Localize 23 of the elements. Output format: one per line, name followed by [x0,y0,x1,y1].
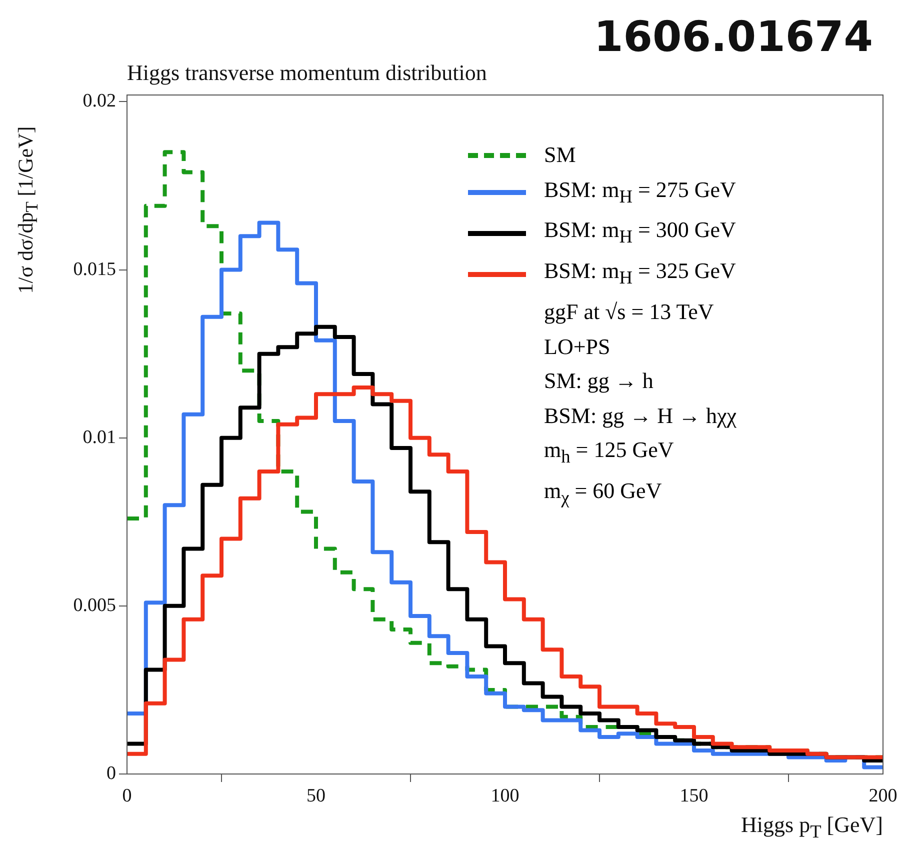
y-tick-label: 0.01 [82,426,116,448]
legend-label: BSM: m$_{H}$ = 325 GeV [544,257,736,290]
y-tick-label: 0.005 [73,594,116,616]
annotation: BSM: gg → H → hχχ [543,402,736,430]
legend-label: SM [544,141,576,169]
annotation: LO+PS [543,332,612,361]
annotation: m$_{χ}$ = 60 GeV [543,477,663,510]
chart-title: Higgs transverse momentum distribution [127,60,487,86]
x-tick-label: 200 [868,785,898,806]
text: 1606.01674 [594,12,873,61]
x-tick-label: 150 [680,785,708,806]
x-tick-label: 50 [306,785,326,806]
x-tick-label: 0 [122,785,132,806]
x-axis-title: Higgs p$_{T}$ [GeV] [741,812,883,842]
legend-label: BSM: m$_{H}$ = 300 GeV [544,216,736,249]
y-tick-label: 0.02 [82,90,116,112]
y-tick-label: 0.015 [73,258,116,280]
annotation: ggF at √s = 13 TeV [543,298,715,326]
y-tick-label: 0 [106,762,116,784]
x-tick-label: 100 [490,785,520,806]
annotation: m$_{h}$ = 125 GeV [543,436,675,469]
legend-label: BSM: m$_{H}$ = 275 GeV [544,176,736,208]
annotation: SM: gg → h [543,367,654,396]
